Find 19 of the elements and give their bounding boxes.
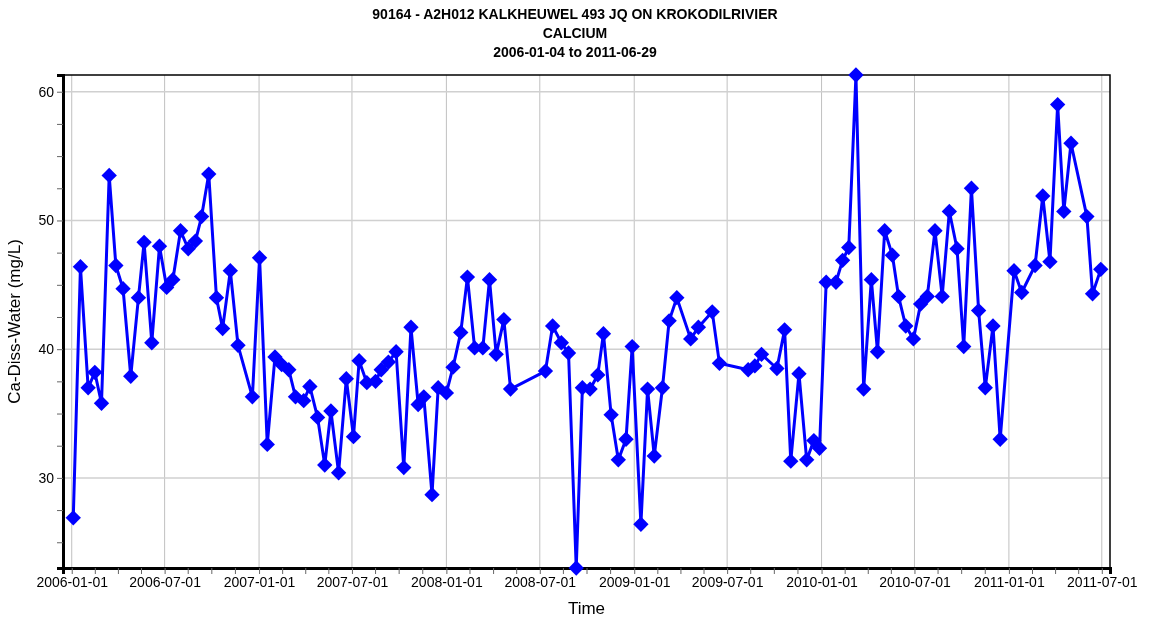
y-tick-label: 60 xyxy=(38,83,55,100)
y-tick-label: 50 xyxy=(38,212,55,229)
x-tick-label: 2007-07-01 xyxy=(316,573,389,590)
chart-title: 90164 - A2H012 KALKHEUWEL 493 JQ ON KROKODILRIVIER CALCIUM 2006-01-04 to 2011-06-29 xyxy=(372,6,778,60)
x-tick-label: 2006-01-01 xyxy=(36,573,109,590)
x-tick-label: 2011-07-01 xyxy=(1067,573,1138,590)
x-tick-label: 2007-01-01 xyxy=(223,573,296,590)
x-tick-label: 2008-01-01 xyxy=(411,573,483,590)
x-tick-label: 2009-01-01 xyxy=(598,573,671,590)
x-tick-label: 2010-01-01 xyxy=(786,573,859,590)
y-tick-label: 30 xyxy=(38,469,55,486)
x-tick-label: 2009-07-01 xyxy=(691,573,764,590)
x-tick-label: 2011-01-01 xyxy=(974,573,1045,590)
x-tick-label: 2010-07-01 xyxy=(879,573,951,590)
x-axis-title: Time xyxy=(567,599,606,618)
x-tick-label: 2006-07-01 xyxy=(129,573,202,590)
y-axis-title: Ca-Diss-Water (mg/L) xyxy=(5,239,24,404)
x-tick-label: 2008-07-01 xyxy=(504,573,577,590)
y-tick-label: 40 xyxy=(38,341,55,358)
